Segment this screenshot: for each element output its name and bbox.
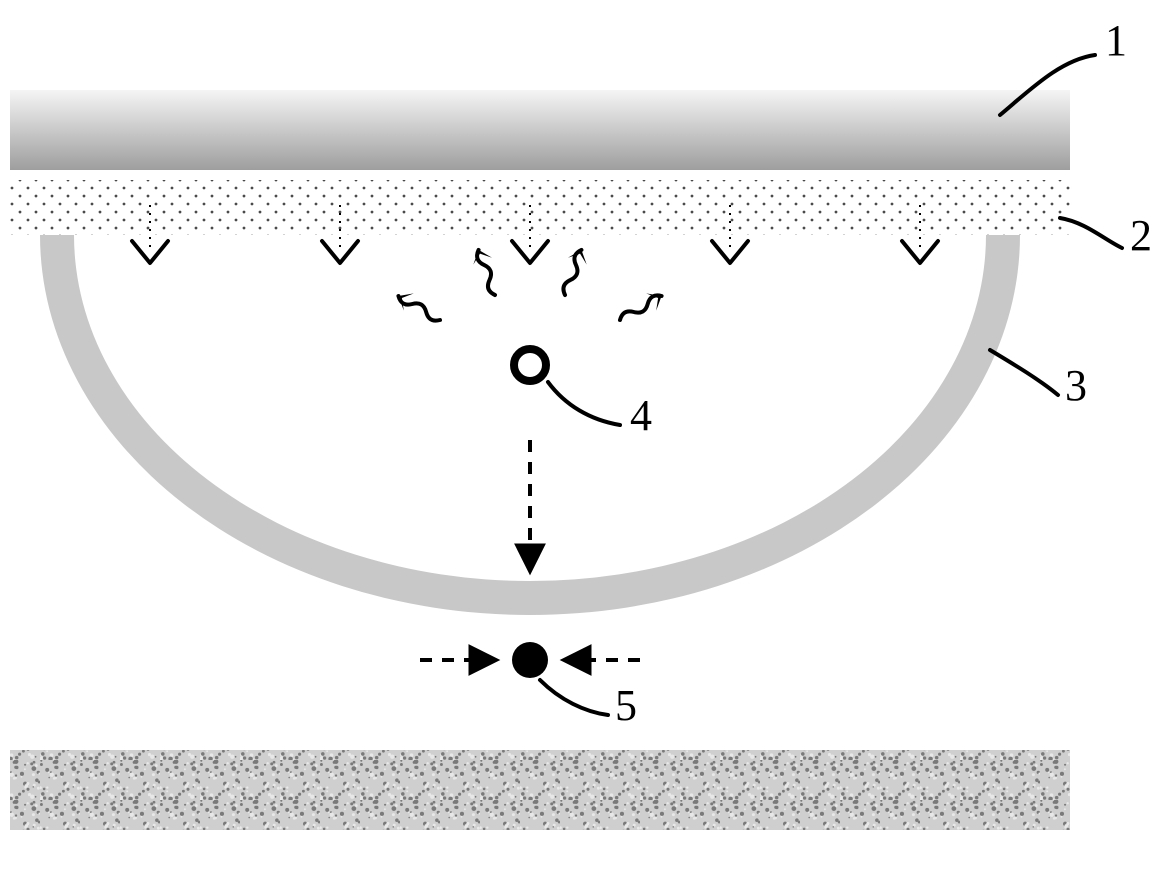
label-l1: 1	[1105, 16, 1127, 65]
emission-arrow	[393, 287, 445, 328]
label-l2: 2	[1130, 211, 1152, 260]
substrate-bar	[10, 750, 1070, 830]
chevron-down-icon	[132, 241, 168, 263]
emission-arrow	[615, 287, 667, 328]
schematic-diagram: 1 2 3 4 5	[0, 0, 1176, 872]
leader-l4	[548, 382, 620, 425]
emission-arrow	[469, 246, 504, 298]
target-circle	[512, 642, 548, 678]
chevron-down-icon	[322, 241, 358, 263]
emitter-circle	[514, 349, 546, 381]
chevron-down-icon	[712, 241, 748, 263]
chevron-down-icon	[512, 241, 548, 263]
dotted-band	[10, 180, 1070, 235]
chevron-down-icon	[902, 241, 938, 263]
label-l4: 4	[630, 391, 652, 440]
emission-arrow	[556, 246, 591, 298]
label-l3: 3	[1065, 361, 1087, 410]
leader-l5	[540, 680, 608, 715]
top-layer-bar	[10, 90, 1070, 170]
leader-l3	[990, 350, 1058, 395]
label-l5: 5	[615, 681, 637, 730]
